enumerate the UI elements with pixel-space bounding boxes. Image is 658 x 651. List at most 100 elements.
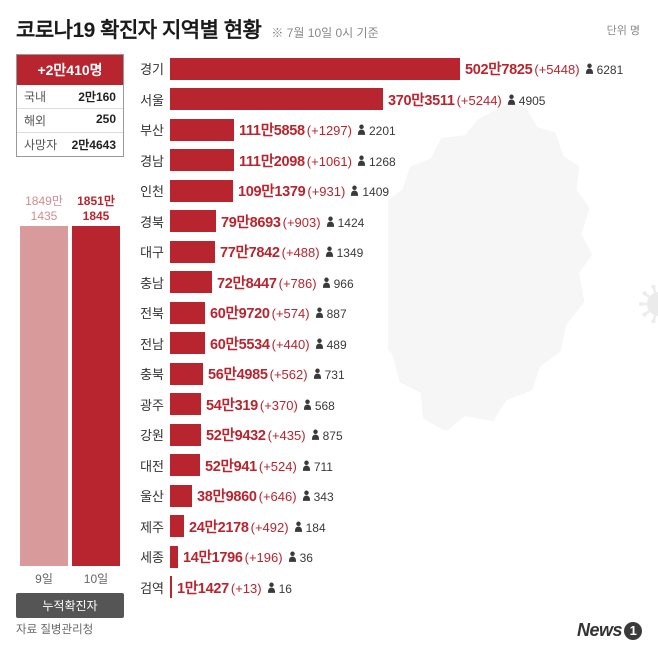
region-total: 111만5858 — [239, 119, 305, 140]
region-death: 2201 — [369, 124, 396, 138]
region-delta: (+1297) — [307, 123, 352, 138]
region-delta: (+435) — [268, 428, 306, 443]
infographic-root: 코로나19 확진자 지역별 현황 ※ 7월 10일 0시 기준 단위 명 +2만… — [0, 0, 658, 651]
region-total: 38만9860 — [197, 485, 257, 506]
region-name: 경남 — [134, 151, 164, 170]
region-death: 568 — [315, 399, 335, 413]
region-row: 검역1만1427(+13)16 — [134, 573, 642, 602]
region-bar — [170, 271, 212, 293]
summary-val: 2만4643 — [72, 136, 116, 153]
region-delta: (+488) — [282, 245, 320, 260]
summary-box: +2만410명 국내2만160해외250사망자2만4643 — [16, 54, 124, 157]
main-content: +2만410명 국내2만160해외250사망자2만4643 1849만 1435… — [16, 54, 642, 618]
region-bar — [170, 119, 234, 141]
region-bar — [170, 576, 172, 598]
region-name: 경북 — [134, 212, 164, 231]
summary-row: 사망자2만4643 — [17, 132, 123, 156]
region-values: 38만9860(+646)343 — [197, 485, 334, 506]
left-panel: +2만410명 국내2만160해외250사망자2만4643 1849만 1435… — [16, 54, 124, 618]
region-values: 502만7825(+5448)6281 — [465, 58, 623, 79]
bar-curr-labels: 1851만 1845 — [77, 194, 115, 223]
region-death: 489 — [327, 338, 347, 352]
region-bar — [170, 515, 184, 537]
region-bar — [170, 332, 205, 354]
region-row: 부산111만5858(+1297)2201 — [134, 115, 642, 144]
region-bar — [170, 210, 216, 232]
summary-row: 해외250 — [17, 108, 123, 132]
region-bar-chart: 경기502만7825(+5448)6281서울370만3511(+5244)49… — [134, 54, 642, 602]
region-name: 충북 — [134, 364, 164, 383]
region-total: 24만2178 — [189, 516, 249, 537]
person-icon — [303, 399, 312, 410]
region-total: 52만941 — [205, 455, 257, 476]
region-row: 경기502만7825(+5448)6281 — [134, 54, 642, 83]
region-delta: (+1061) — [307, 154, 352, 169]
region-delta: (+562) — [270, 367, 308, 382]
region-death: 1268 — [369, 155, 396, 169]
region-delta: (+5244) — [457, 93, 502, 108]
region-total: 54만319 — [206, 394, 258, 415]
region-death: 6281 — [597, 63, 624, 77]
person-icon — [322, 277, 331, 288]
region-row: 광주54만319(+370)568 — [134, 390, 642, 419]
summary-val: 2만160 — [78, 88, 116, 105]
source-label: 자료 질병관리청 — [16, 621, 93, 637]
region-total: 109만1379 — [238, 180, 305, 201]
region-values: 14만1796(+196)36 — [183, 546, 313, 567]
region-bar — [170, 424, 201, 446]
region-death: 36 — [300, 551, 313, 565]
region-name: 검역 — [134, 578, 164, 597]
region-values: 370만3511(+5244)4905 — [388, 89, 545, 110]
region-name: 인천 — [134, 181, 164, 200]
person-icon — [294, 521, 303, 532]
header: 코로나19 확진자 지역별 현황 ※ 7월 10일 0시 기준 — [16, 14, 642, 44]
region-values: 52만9432(+435)875 — [206, 424, 343, 445]
region-bar — [170, 58, 460, 80]
region-delta: (+5448) — [534, 62, 579, 77]
region-delta: (+440) — [272, 337, 310, 352]
region-bar — [170, 149, 234, 171]
region-values: 56만4985(+562)731 — [208, 363, 345, 384]
region-total: 52만9432 — [206, 424, 266, 445]
region-delta: (+13) — [231, 581, 262, 596]
region-row: 대전52만941(+524)711 — [134, 451, 642, 480]
unit-label: 단위 명 — [607, 22, 640, 38]
region-name: 충남 — [134, 273, 164, 292]
region-name: 경기 — [134, 59, 164, 78]
region-bar — [170, 363, 203, 385]
region-bar — [170, 302, 205, 324]
person-icon — [507, 94, 516, 105]
person-icon — [267, 582, 276, 593]
region-death: 4905 — [519, 94, 546, 108]
region-delta: (+931) — [307, 184, 345, 199]
person-icon — [315, 338, 324, 349]
region-total: 56만4985 — [208, 363, 268, 384]
region-death: 711 — [314, 460, 333, 474]
region-row: 울산38만9860(+646)343 — [134, 481, 642, 510]
region-death: 966 — [334, 277, 354, 291]
region-values: 1만1427(+13)16 — [177, 577, 292, 598]
region-total: 14만1796 — [183, 546, 243, 567]
region-bar — [170, 546, 178, 568]
region-row: 강원52만9432(+435)875 — [134, 420, 642, 449]
region-bar — [170, 454, 200, 476]
bar-curr-rect — [72, 226, 120, 566]
person-icon — [313, 368, 322, 379]
region-name: 세종 — [134, 547, 164, 566]
region-death: 343 — [314, 490, 334, 504]
region-row: 경북79만8693(+903)1424 — [134, 207, 642, 236]
region-row: 서울370만3511(+5244)4905 — [134, 85, 642, 114]
region-total: 111만2098 — [239, 150, 305, 171]
person-icon — [315, 307, 324, 318]
region-values: 72만8447(+786)966 — [217, 272, 354, 293]
person-icon — [288, 551, 297, 562]
region-row: 충북 56만4985(+562)731 — [134, 359, 642, 388]
person-icon — [302, 460, 311, 471]
region-name: 광주 — [134, 395, 164, 414]
region-death: 16 — [279, 582, 292, 596]
summary-key: 해외 — [24, 112, 46, 129]
news1-logo: News1 — [577, 620, 642, 641]
region-row: 전북60만9720(+574)887 — [134, 298, 642, 327]
region-name: 전북 — [134, 303, 164, 322]
region-row: 세종 14만1796(+196)36 — [134, 542, 642, 571]
